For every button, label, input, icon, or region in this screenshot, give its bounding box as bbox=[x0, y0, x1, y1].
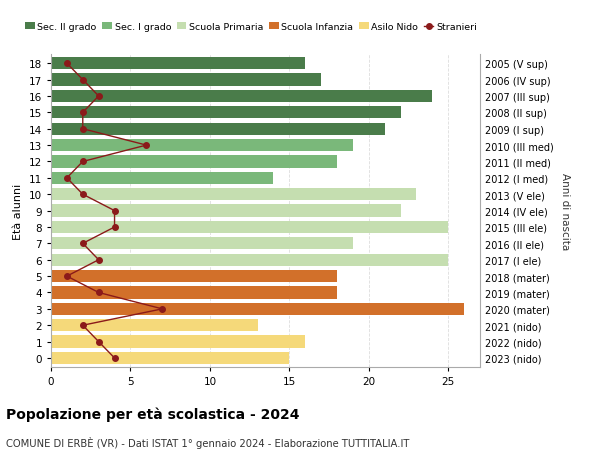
Bar bbox=[51, 107, 401, 119]
Text: COMUNE DI ERBÈ (VR) - Dati ISTAT 1° gennaio 2024 - Elaborazione TUTTITALIA.IT: COMUNE DI ERBÈ (VR) - Dati ISTAT 1° genn… bbox=[6, 436, 409, 448]
Bar bbox=[51, 319, 257, 332]
Bar bbox=[51, 254, 448, 266]
Bar bbox=[51, 205, 401, 217]
Bar bbox=[51, 58, 305, 70]
Bar bbox=[51, 74, 321, 87]
Bar bbox=[51, 156, 337, 168]
Bar bbox=[51, 140, 353, 152]
Bar bbox=[51, 352, 289, 364]
Bar bbox=[51, 123, 385, 135]
Bar bbox=[51, 336, 305, 348]
Bar bbox=[51, 90, 433, 103]
Bar bbox=[51, 287, 337, 299]
Y-axis label: Anni di nascita: Anni di nascita bbox=[560, 173, 570, 250]
Bar bbox=[51, 303, 464, 315]
Bar bbox=[51, 172, 274, 185]
Text: Popolazione per età scolastica - 2024: Popolazione per età scolastica - 2024 bbox=[6, 406, 299, 421]
Bar bbox=[51, 270, 337, 283]
Bar bbox=[51, 221, 448, 234]
Bar bbox=[51, 189, 416, 201]
Y-axis label: Età alunni: Età alunni bbox=[13, 183, 23, 239]
Bar bbox=[51, 238, 353, 250]
Legend: Sec. II grado, Sec. I grado, Scuola Primaria, Scuola Infanzia, Asilo Nido, Stran: Sec. II grado, Sec. I grado, Scuola Prim… bbox=[22, 19, 481, 36]
